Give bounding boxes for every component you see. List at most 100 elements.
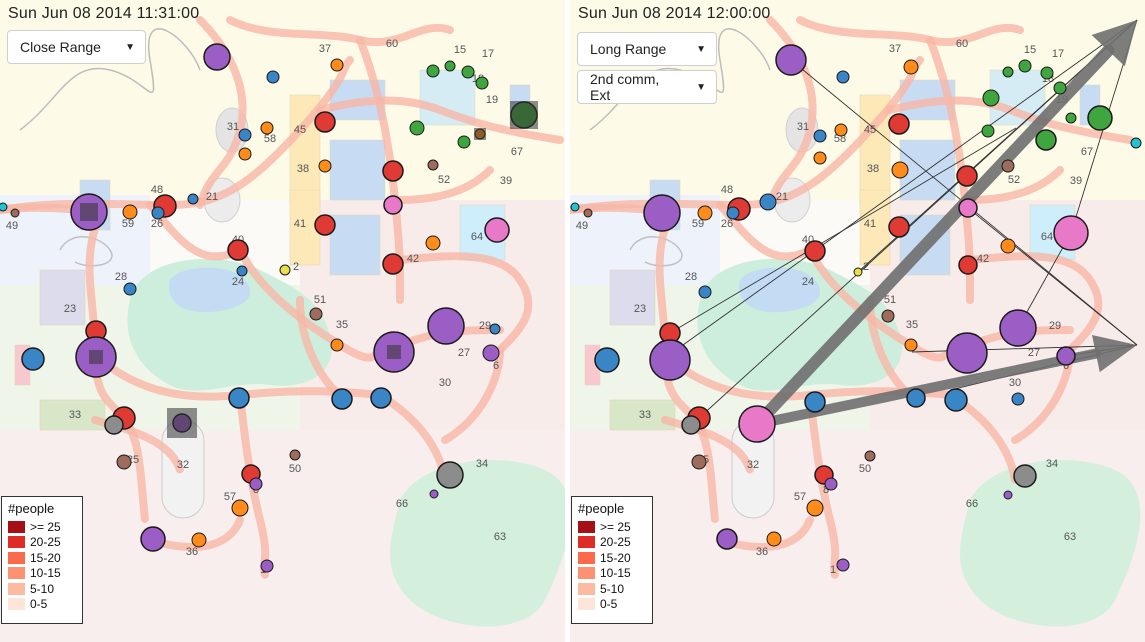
sensor-node[interactable] xyxy=(1040,66,1054,80)
sensor-node[interactable] xyxy=(427,159,439,171)
sensor-node[interactable] xyxy=(766,531,782,547)
sensor-node[interactable] xyxy=(891,161,909,179)
sensor-node[interactable] xyxy=(436,461,464,489)
sensor-node[interactable] xyxy=(1035,129,1057,151)
sensor-node[interactable] xyxy=(187,193,199,205)
range-dropdown-left[interactable]: Close Range ▼ xyxy=(7,30,146,64)
sensor-node[interactable] xyxy=(330,338,344,352)
sensor-node[interactable] xyxy=(1003,490,1013,500)
sensor-node[interactable] xyxy=(279,264,291,276)
sensor-node[interactable] xyxy=(457,135,471,149)
sensor-node[interactable] xyxy=(260,121,274,135)
sensor-node[interactable] xyxy=(836,558,850,572)
sensor-node[interactable] xyxy=(314,214,336,236)
park-map-left[interactable]: 3760151718193145586738523948214959264164… xyxy=(0,0,565,642)
sensor-node[interactable] xyxy=(594,347,620,373)
sensor-node[interactable] xyxy=(834,123,848,137)
sensor-node[interactable] xyxy=(475,76,489,90)
sensor-node[interactable] xyxy=(804,240,826,262)
sensor-node[interactable] xyxy=(0,202,8,212)
sensor-node[interactable] xyxy=(482,344,500,362)
sensor-node[interactable] xyxy=(888,113,910,135)
sensor-node[interactable] xyxy=(427,307,465,345)
sensor-node[interactable] xyxy=(461,65,475,79)
sensor-node[interactable] xyxy=(489,323,501,335)
park-map-right[interactable]: 3760151718193145586738523948214959264164… xyxy=(570,0,1145,642)
sensor-node[interactable] xyxy=(309,307,323,321)
sensor-node[interactable] xyxy=(864,450,876,462)
sensor-node[interactable] xyxy=(906,388,926,408)
sensor-node[interactable] xyxy=(583,208,593,218)
sensor-node[interactable] xyxy=(716,528,738,550)
sensor-node[interactable] xyxy=(236,265,248,277)
sensor-node[interactable] xyxy=(958,255,978,275)
sensor-node[interactable] xyxy=(151,206,165,220)
sensor-node[interactable] xyxy=(122,204,138,220)
sensor-node[interactable] xyxy=(123,282,137,296)
sensor-node[interactable] xyxy=(958,198,978,218)
sensor-node[interactable] xyxy=(238,128,252,142)
sensor-node[interactable] xyxy=(10,208,20,218)
sensor-node[interactable] xyxy=(1087,105,1113,131)
community-dropdown-right[interactable]: 2nd comm, Ext ▼ xyxy=(577,70,717,104)
sensor-node[interactable] xyxy=(266,70,280,84)
sensor-node[interactable] xyxy=(444,60,456,72)
sensor-node[interactable] xyxy=(1013,464,1037,488)
sensor-node[interactable] xyxy=(853,267,863,277)
sensor-node[interactable] xyxy=(318,159,332,173)
sensor-node[interactable] xyxy=(382,253,404,275)
range-dropdown-right[interactable]: Long Range ▼ xyxy=(577,32,717,66)
sensor-node[interactable] xyxy=(1011,392,1025,406)
sensor-node[interactable] xyxy=(681,415,701,435)
sensor-node[interactable] xyxy=(738,405,776,443)
sensor-node[interactable] xyxy=(484,217,510,243)
sensor-node[interactable] xyxy=(203,43,231,71)
sensor-node[interactable] xyxy=(1000,238,1016,254)
sensor-node[interactable] xyxy=(888,216,910,238)
sensor-node[interactable] xyxy=(813,129,827,143)
sensor-node[interactable] xyxy=(999,309,1037,347)
sensor-node[interactable] xyxy=(426,64,440,78)
sensor-node[interactable] xyxy=(643,194,681,232)
sensor-node[interactable] xyxy=(836,70,850,84)
sensor-node[interactable] xyxy=(314,111,336,133)
sensor-node[interactable] xyxy=(331,388,353,410)
sensor-node[interactable] xyxy=(1056,346,1076,366)
sensor-node[interactable] xyxy=(944,388,968,412)
sensor-node[interactable] xyxy=(956,165,978,187)
sensor-node[interactable] xyxy=(429,489,439,499)
sensor-node[interactable] xyxy=(698,285,712,299)
sensor-node[interactable] xyxy=(249,477,263,491)
sensor-node[interactable] xyxy=(649,339,691,381)
sensor-node[interactable] xyxy=(982,89,1000,107)
sensor-node[interactable] xyxy=(697,205,713,221)
sensor-node[interactable] xyxy=(1130,137,1142,149)
sensor-node[interactable] xyxy=(1002,66,1014,78)
sensor-node[interactable] xyxy=(116,454,132,470)
sensor-node[interactable] xyxy=(21,347,45,371)
sensor-node[interactable] xyxy=(227,239,249,261)
sensor-node[interactable] xyxy=(904,338,918,352)
sensor-node[interactable] xyxy=(1018,59,1032,73)
sensor-node[interactable] xyxy=(981,124,995,138)
sensor-node[interactable] xyxy=(1001,159,1015,173)
sensor-node[interactable] xyxy=(903,59,919,75)
sensor-node[interactable] xyxy=(191,532,207,548)
sensor-node[interactable] xyxy=(726,206,740,220)
sensor-node[interactable] xyxy=(140,526,166,552)
sensor-node[interactable] xyxy=(231,499,249,517)
sensor-node[interactable] xyxy=(382,160,404,182)
sensor-node[interactable] xyxy=(289,449,301,461)
sensor-node[interactable] xyxy=(806,499,824,517)
sensor-node[interactable] xyxy=(1065,112,1077,124)
sensor-node[interactable] xyxy=(813,151,827,165)
sensor-node[interactable] xyxy=(260,559,274,573)
sensor-node[interactable] xyxy=(1053,215,1089,251)
sensor-node[interactable] xyxy=(881,309,895,323)
sensor-node[interactable] xyxy=(330,58,344,72)
sensor-node[interactable] xyxy=(824,477,838,491)
sensor-node[interactable] xyxy=(570,202,580,212)
sensor-node[interactable] xyxy=(104,415,124,435)
sensor-node[interactable] xyxy=(425,235,441,251)
sensor-node[interactable] xyxy=(228,387,250,409)
